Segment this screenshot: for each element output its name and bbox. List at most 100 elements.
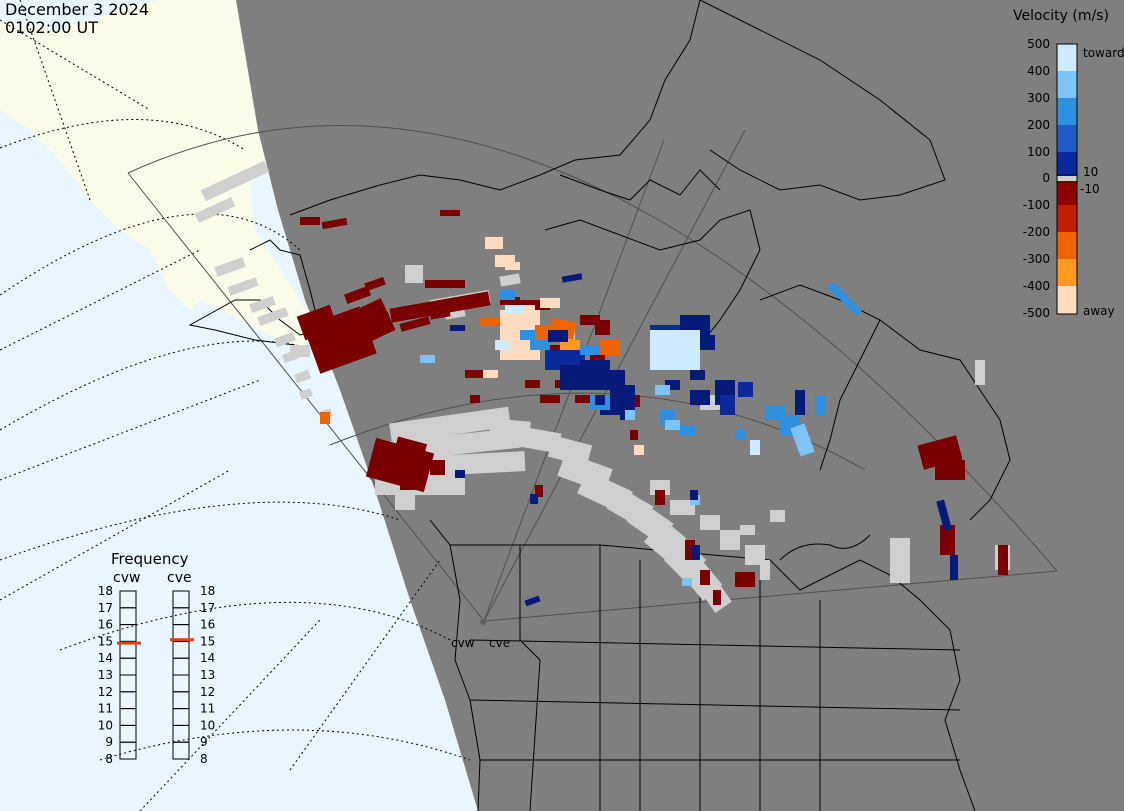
freq-cell (172, 741, 190, 760)
echo-cell (450, 325, 465, 331)
echo-cell (420, 355, 435, 363)
echo-cell (630, 430, 638, 440)
echo-cell (485, 237, 503, 249)
colorbar-block (1057, 98, 1077, 125)
echo-cell (738, 382, 753, 397)
echo-cell (440, 210, 460, 216)
echo-cell (429, 308, 451, 320)
echo-cell (595, 320, 610, 335)
freq-tick-left: 12 (98, 685, 113, 699)
colorbar-block (1057, 44, 1077, 71)
echo-cell (227, 277, 259, 296)
freq-tick-right: 15 (200, 634, 215, 648)
echo-cell (998, 545, 1008, 575)
echo-cell (735, 430, 745, 440)
echo-cell (500, 290, 515, 300)
freq-tick-right: 14 (200, 651, 215, 665)
colorbar-label-toward: toward (1083, 46, 1124, 60)
colorbar-tick-label: 300 (1027, 91, 1050, 105)
latlon-grid (0, 0, 471, 811)
echo-cell (535, 485, 543, 497)
colorbar-block (1057, 174, 1077, 176)
echo-cell (700, 515, 720, 530)
echo-cell (505, 262, 520, 270)
colorbar-label-neg10: -10 (1080, 182, 1100, 196)
colorbar-block (1057, 232, 1077, 259)
echo-cell (975, 360, 985, 385)
echo-cell (580, 315, 600, 325)
frequency-title: Frequency (111, 550, 189, 568)
echo-cell (200, 160, 270, 202)
colorbar-block (1057, 71, 1077, 98)
echo-cell (795, 390, 805, 415)
echo-cell (530, 494, 538, 504)
echo-cell (692, 545, 700, 560)
echo-cell (214, 257, 246, 277)
echo-cell (293, 369, 312, 384)
echo-cell (465, 370, 490, 378)
freq-tick-left: 16 (98, 618, 113, 632)
radar-label-cve: cve (489, 636, 510, 650)
echo-cell (525, 380, 540, 388)
echo-cell (364, 276, 386, 292)
echo-cell (389, 406, 511, 444)
echo-cell (298, 388, 314, 400)
echo-cell (790, 423, 815, 457)
echo-cell (650, 330, 700, 370)
coastlines (188, 0, 1011, 811)
echo-cell (580, 345, 600, 355)
echo-cell (600, 340, 620, 355)
echo-cell (392, 436, 428, 464)
colorbar-tick-label: 500 (1027, 37, 1050, 51)
freq-tick-left: 11 (98, 702, 113, 716)
echo-cell (828, 282, 862, 316)
date-label: December 3 2024 (5, 0, 149, 19)
echo-cell (430, 460, 445, 475)
colorbar-frame (1056, 43, 1078, 315)
colorbar-block (1057, 286, 1077, 314)
echo-cell (405, 265, 423, 283)
echo-cell (320, 412, 330, 424)
echo-cell (344, 298, 396, 347)
echo-cell (713, 590, 721, 605)
echo-cell (194, 197, 236, 223)
echo-cell (500, 297, 520, 305)
echo-cell (470, 395, 480, 403)
echo-cell (489, 418, 531, 442)
echo-cell (690, 490, 698, 500)
echo-cell (936, 499, 952, 531)
freq-tick-right: 11 (200, 702, 215, 716)
echo-cell (770, 510, 785, 522)
echo-cell (483, 370, 498, 378)
echo-cell (499, 273, 521, 287)
echo-cell (595, 395, 605, 405)
colorbar-label-10: 10 (1083, 165, 1098, 179)
radar-site-marker (480, 619, 486, 625)
freq-tick-left: 9 (105, 735, 113, 749)
echo-cell (700, 570, 710, 585)
colorbar-tick-label: 0 (1042, 171, 1050, 185)
echo-cell (300, 217, 320, 225)
freq-tick-right: 12 (200, 685, 215, 699)
colorbar-block (1057, 125, 1077, 152)
freq-tick-right: 13 (200, 668, 215, 682)
echo-cell (321, 217, 348, 230)
echo-cell (720, 530, 740, 550)
echo-cell (540, 298, 560, 308)
echo-cell (480, 318, 500, 326)
echo-cell (495, 340, 510, 350)
echo-cell (750, 440, 760, 455)
freq-tick-left: 18 (98, 584, 113, 598)
velocity-echoes (194, 160, 1010, 614)
echo-cell (425, 280, 465, 288)
colorbar-block (1057, 205, 1077, 232)
echo-cell (530, 340, 550, 350)
radar-label-cvw: cvw (451, 636, 475, 650)
echo-cell (400, 475, 420, 490)
echo-cell (760, 560, 770, 580)
echo-cell (735, 572, 755, 587)
freq-tick-left: 17 (98, 601, 113, 615)
echo-cell (524, 595, 541, 607)
freq-tick-right: 8 (200, 752, 208, 766)
